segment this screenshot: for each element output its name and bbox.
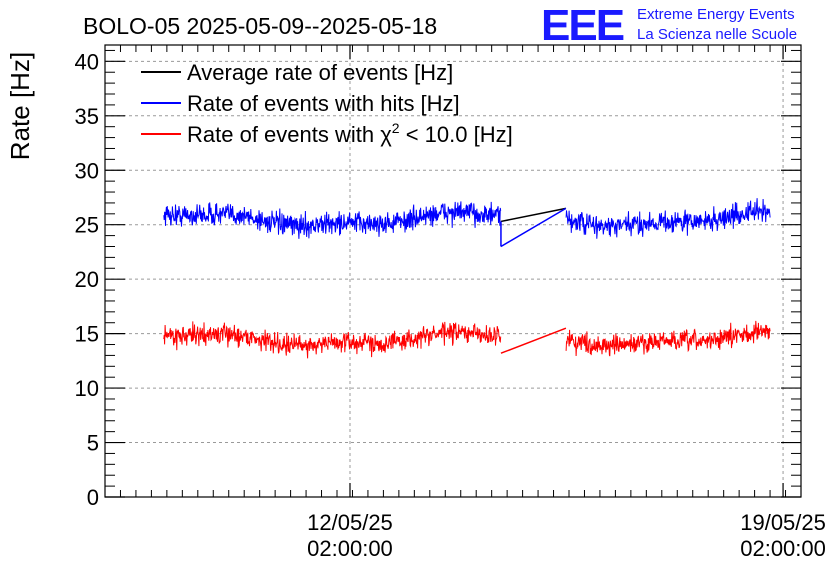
series-hits-line-part1 [163,201,502,239]
y-tick-label: 25 [75,213,99,238]
plot-frame [104,44,802,498]
axes: 051015202530354012/05/2502:00:0019/05/25… [75,45,826,561]
y-axis-label: Rate [Hz] [5,52,35,160]
legend-chi2-superscript: 2 [392,120,400,136]
x-tick-label-time: 02:00:00 [740,536,826,561]
legend: Average rate of events [Hz] Rate of even… [141,60,513,147]
y-tick-label: 5 [87,431,99,456]
series-hits-gap-line [500,207,567,248]
eee-logo: EEE Extreme Energy Events La Scienza nel… [541,1,797,50]
legend-label-hits: Rate of events with hits [Hz] [187,91,460,116]
y-tick-label: 0 [87,485,99,510]
legend-label-average: Average rate of events [Hz] [187,60,453,85]
series-average-gap-line [500,207,567,223]
y-tick-label: 20 [75,267,99,292]
y-tick-label: 15 [75,322,99,347]
y-tick-label: 10 [75,376,99,401]
eee-logo-line1: Extreme Energy Events [637,6,795,23]
legend-label-chi2: Rate of events with χ2 < 10.0 [Hz] [187,120,513,147]
series-chi2-gap-line [500,327,567,354]
eee-logo-line2: La Scienza nelle Scuole [637,26,797,43]
legend-chi2-suffix: < 10.0 [Hz] [400,122,513,147]
y-tick-label: 40 [75,49,99,74]
chart-title: BOLO-05 2025-05-09--2025-05-18 [83,13,437,39]
data-series [163,198,771,359]
series-hits-line-part2 [565,198,771,239]
eee-logo-letters: EEE [541,1,624,50]
y-tick-label: 30 [75,158,99,183]
y-tick-label: 35 [75,104,99,129]
series-chi2-line-part1 [163,321,502,359]
x-tick-label-date: 19/05/25 [740,510,826,535]
legend-chi2-prefix: Rate of events with [187,122,380,147]
x-tick-label-time: 02:00:00 [307,536,393,561]
x-tick-label-date: 12/05/25 [307,510,393,535]
legend-chi2-symbol: χ [380,122,392,147]
series-chi2-line-part2 [565,320,771,357]
